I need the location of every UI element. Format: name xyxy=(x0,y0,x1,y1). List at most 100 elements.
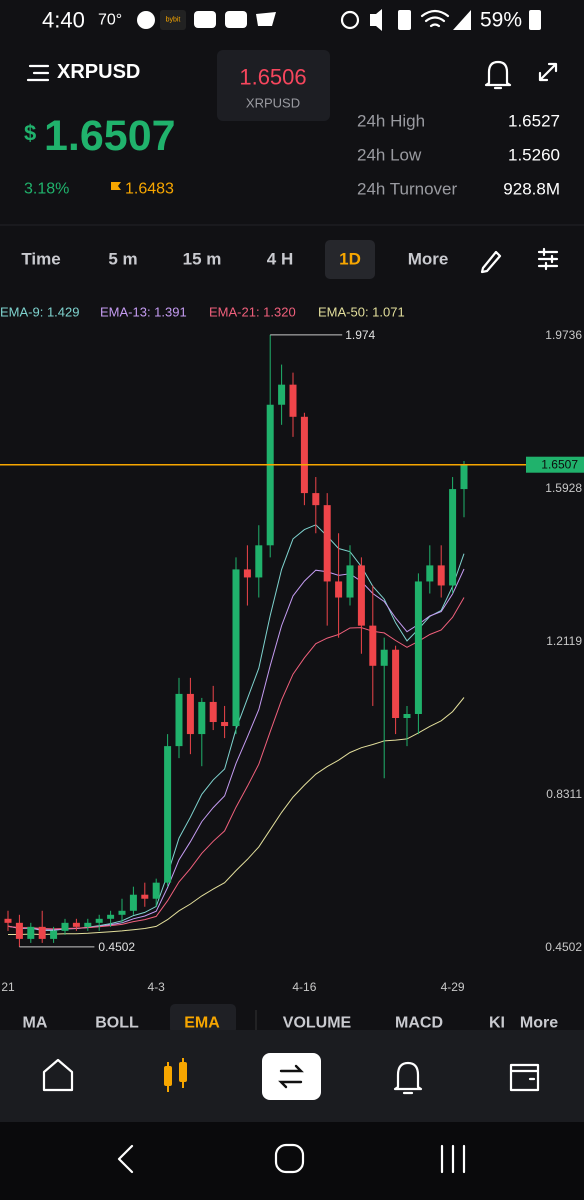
candle-body xyxy=(243,569,251,578)
ema-line xyxy=(8,697,465,936)
candle-body xyxy=(72,922,80,927)
timeframe-tab[interactable]: 1D xyxy=(339,250,361,269)
candle-body xyxy=(346,565,354,598)
timeframe-tab[interactable]: 15 m xyxy=(183,250,222,269)
candle-body xyxy=(426,565,434,582)
indicator-tab[interactable]: MA xyxy=(23,1015,48,1032)
status-badge: bybit xyxy=(166,17,181,24)
candle-body xyxy=(289,384,297,417)
status-icon xyxy=(160,10,186,30)
indicator-tab[interactable]: MACD xyxy=(395,1015,443,1032)
status-temperature: 70° xyxy=(98,12,122,29)
candle-body xyxy=(335,581,343,598)
stat-value: 1.5260 xyxy=(508,146,560,165)
candle-body xyxy=(232,569,240,727)
last-price: 1.6507 xyxy=(44,112,176,160)
price-tag-label: 1.6507 xyxy=(541,458,578,472)
recents-button[interactable] xyxy=(440,1144,466,1174)
timeframe-tab[interactable]: Time xyxy=(21,250,60,269)
ema-legend: EMA-50: 1.071 xyxy=(318,305,405,320)
candle-body xyxy=(323,505,331,582)
candle-body xyxy=(369,625,377,666)
candle-body xyxy=(84,922,92,927)
change: 3.18% xyxy=(24,181,69,198)
stat-label: 24h Turnover xyxy=(357,180,458,199)
draw-icon[interactable] xyxy=(480,250,502,274)
currency: $ xyxy=(24,121,36,146)
ema-legend: EMA-13: 1.391 xyxy=(100,305,187,320)
status-icon xyxy=(340,10,360,30)
alerts-tab[interactable] xyxy=(393,1061,423,1095)
ema-line xyxy=(7,597,465,930)
timeframe-tab[interactable]: 5 m xyxy=(108,250,137,269)
indicator-active-bg xyxy=(170,1004,236,1034)
mark-price-box xyxy=(217,50,330,121)
ema-legend: EMA-21: 1.320 xyxy=(209,305,296,320)
candle-body xyxy=(437,565,445,586)
candle-body xyxy=(392,649,400,719)
trade-tab[interactable] xyxy=(164,1058,187,1092)
candle-body xyxy=(175,693,183,747)
candle-body xyxy=(312,493,320,506)
candle-body xyxy=(129,894,137,911)
timeframe-tab[interactable]: More xyxy=(408,250,449,269)
candle-body xyxy=(38,926,46,939)
stat-label: 24h Low xyxy=(357,146,422,165)
candle-body xyxy=(118,910,126,915)
candle-body xyxy=(107,914,115,919)
x-tick-label: 21 xyxy=(1,980,15,994)
status-icon xyxy=(420,9,450,28)
menu-icon[interactable] xyxy=(26,64,50,82)
expand-icon[interactable] xyxy=(538,62,558,82)
price-tag xyxy=(526,456,584,473)
candle-body xyxy=(449,489,457,586)
candle-body xyxy=(266,404,274,546)
candle-body xyxy=(380,649,388,666)
x-tick-label: 4-3 xyxy=(148,980,166,994)
candle-body xyxy=(61,922,69,931)
mark-price: 1.6506 xyxy=(239,65,306,90)
y-tick-label: 1.9736 xyxy=(545,328,582,342)
candle-body xyxy=(278,384,286,405)
bell-icon[interactable] xyxy=(484,60,512,90)
mark-symbol: XRPUSD xyxy=(246,96,300,111)
candle-body xyxy=(198,701,206,735)
status-time: 4:40 xyxy=(42,8,85,33)
indicator-tab[interactable]: EMA xyxy=(184,1015,220,1032)
status-icon xyxy=(194,11,216,28)
symbol[interactable]: XRPUSD xyxy=(57,61,140,83)
timeframe-active-bg xyxy=(325,240,375,279)
candle-body xyxy=(357,565,365,626)
candle-body xyxy=(403,713,411,719)
indicator-tab[interactable]: BOLL xyxy=(95,1015,139,1032)
x-tick-label: 4-29 xyxy=(441,980,465,994)
candle-body xyxy=(414,581,422,714)
system-nav xyxy=(0,1122,584,1200)
back-button[interactable] xyxy=(117,1144,134,1174)
candle-body xyxy=(300,416,308,494)
timeframe-tab[interactable]: 4 H xyxy=(267,250,293,269)
y-tick-label: 0.8311 xyxy=(546,787,582,801)
status-icon xyxy=(370,9,382,31)
indicator-tab[interactable]: More xyxy=(520,1015,558,1032)
status-icon xyxy=(398,10,411,30)
wallet-tab[interactable] xyxy=(509,1063,540,1092)
home-button[interactable] xyxy=(274,1143,305,1174)
y-tick-label: 1.2119 xyxy=(546,634,582,648)
stat-label: 24h High xyxy=(357,112,425,131)
candle-body xyxy=(50,930,58,939)
status-battery: 59% xyxy=(480,9,522,32)
y-tick-label: 1.5928 xyxy=(545,481,582,495)
swap-tab[interactable] xyxy=(262,1053,321,1100)
indicator-tab[interactable]: VOLUME xyxy=(283,1015,352,1032)
status-icon xyxy=(453,10,471,30)
x-tick-label: 4-16 xyxy=(292,980,316,994)
indicator-tab[interactable]: KI xyxy=(489,1015,505,1032)
candle-body xyxy=(27,926,35,939)
settings-icon[interactable] xyxy=(537,247,559,271)
status-icon xyxy=(256,12,276,26)
flag-icon xyxy=(111,182,121,195)
home-tab[interactable] xyxy=(42,1058,74,1092)
